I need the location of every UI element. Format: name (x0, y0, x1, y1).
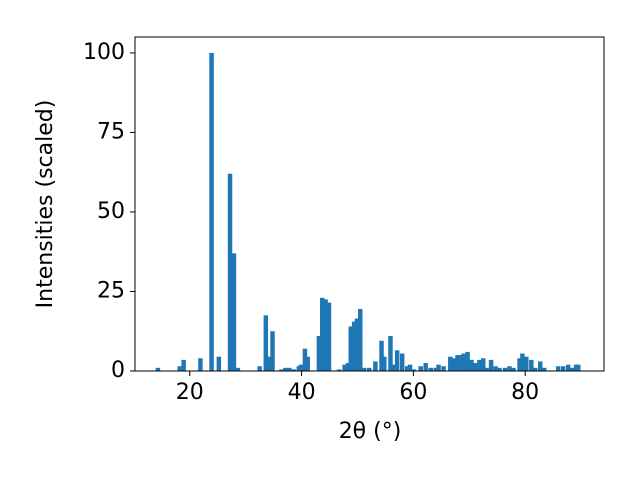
bar (287, 367, 292, 371)
bar (358, 308, 363, 371)
bar (326, 302, 332, 371)
bar (227, 173, 233, 371)
bar (529, 359, 534, 371)
bar (418, 366, 423, 371)
bar (407, 364, 413, 371)
bar (565, 364, 571, 371)
bar (336, 369, 342, 371)
bar (320, 297, 325, 371)
bar (465, 351, 470, 371)
x-tick-label: 60 (399, 380, 427, 405)
bar (177, 366, 182, 371)
bar (216, 356, 222, 371)
bar (433, 367, 438, 371)
bar (461, 353, 466, 371)
bar (555, 366, 561, 371)
bar (279, 369, 284, 371)
bar (283, 367, 288, 371)
bar (354, 318, 360, 371)
bar (436, 364, 441, 371)
bar (488, 359, 494, 371)
bar (366, 367, 372, 371)
bar (524, 356, 529, 371)
bar (507, 366, 512, 371)
bar (502, 367, 508, 371)
y-tick-label: 0 (111, 358, 125, 383)
bar (477, 359, 482, 371)
bar (351, 321, 357, 371)
bar (266, 356, 271, 371)
bar (484, 367, 489, 371)
x-tick-label: 40 (288, 380, 316, 405)
bar (231, 253, 237, 371)
y-axis-label: Intensities (scaled) (33, 100, 58, 309)
bar (497, 367, 502, 371)
bar (361, 367, 367, 371)
bar (538, 361, 543, 371)
bar (441, 366, 446, 371)
bar (493, 366, 498, 371)
bar (198, 358, 203, 371)
bar (316, 336, 322, 371)
bar (448, 356, 453, 371)
bar (298, 364, 304, 371)
x-tick-label: 20 (176, 380, 204, 405)
bar (257, 366, 262, 371)
bar (388, 336, 393, 371)
plot-frame (134, 36, 605, 372)
bar (270, 331, 275, 371)
bar (391, 364, 396, 371)
x-axis-label: 2θ (°) (339, 419, 402, 444)
bar (517, 358, 522, 371)
bar (451, 358, 456, 371)
bar (481, 358, 486, 371)
bar (291, 369, 296, 371)
bar (379, 340, 384, 371)
bar (399, 353, 405, 371)
bar (469, 359, 474, 371)
bar (428, 367, 433, 371)
bar (348, 326, 354, 371)
bar (455, 355, 460, 371)
bar (473, 363, 478, 371)
bar (209, 52, 214, 372)
bar (263, 315, 269, 371)
bar (235, 367, 241, 371)
bar (382, 356, 387, 371)
bar (181, 359, 186, 371)
bar (155, 367, 161, 371)
bar (404, 366, 410, 371)
bar (305, 356, 310, 371)
bar (458, 355, 463, 371)
bar (520, 353, 525, 371)
bar (323, 299, 328, 371)
bar (576, 364, 581, 371)
bar (394, 350, 400, 371)
y-tick-label: 75 (97, 119, 125, 144)
bar (560, 366, 566, 371)
bar (345, 363, 351, 371)
bar (423, 363, 428, 371)
bar (373, 361, 378, 371)
bar (411, 369, 417, 371)
y-tick-label: 50 (97, 199, 125, 224)
bar (302, 348, 308, 371)
bar (569, 367, 575, 371)
x-tick-label: 80 (511, 380, 539, 405)
bar (541, 367, 547, 371)
bar (533, 367, 538, 371)
bar (342, 364, 347, 371)
y-tick-label: 25 (97, 278, 125, 303)
y-tick-label: 100 (83, 40, 125, 65)
bar (511, 367, 516, 371)
